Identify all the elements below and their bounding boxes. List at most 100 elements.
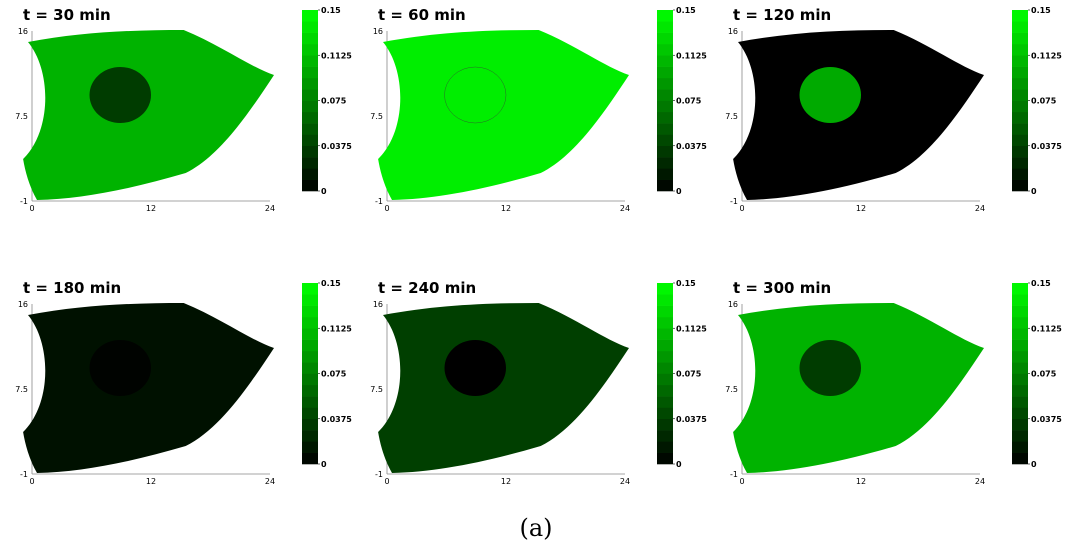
- inclusion-region: [799, 340, 861, 396]
- x-tick-label: 12: [146, 204, 156, 213]
- colorbar-segment: [657, 179, 673, 192]
- colorbar-segment: [302, 339, 318, 352]
- y-tick-label: 7.5: [370, 385, 383, 394]
- inclusion-region: [89, 340, 151, 396]
- panel-4: t = 180 min 0 12 24 16 7.5 -1 0.15 0.1125 0.075 0.…: [15, 279, 352, 486]
- colorbar-segment: [302, 32, 318, 45]
- colorbar-segment: [1012, 441, 1028, 453]
- x-tick-label: 0: [384, 477, 389, 486]
- colorbar-segment: [657, 373, 673, 386]
- colorbar-tick-label: 0.1125: [676, 51, 707, 60]
- colorbar-tick-label: 0.0375: [676, 142, 707, 151]
- colorbar-segment: [657, 123, 673, 135]
- domain-region: [23, 303, 274, 473]
- colorbar-segment: [302, 373, 318, 386]
- colorbar-segment: [657, 316, 673, 329]
- colorbar-tick-label: 0.075: [1031, 97, 1057, 106]
- colorbar-tick-label: 0.15: [1031, 6, 1051, 15]
- colorbar-segment: [657, 339, 673, 352]
- colorbar-segment: [1012, 111, 1028, 124]
- y-tick-label: 16: [728, 27, 738, 36]
- colorbar-segment: [657, 305, 673, 318]
- colorbar-tick-label: 0.1125: [321, 324, 352, 333]
- y-tick-label: 16: [728, 300, 738, 309]
- colorbar-tick-label: 0: [1031, 460, 1037, 469]
- colorbar-segment: [302, 316, 318, 329]
- colorbar-segment: [657, 145, 673, 158]
- x-tick-label: 12: [856, 477, 866, 486]
- colorbar-segment: [1012, 89, 1028, 101]
- colorbar-segment: [1012, 66, 1028, 79]
- colorbar-segment: [1012, 373, 1028, 386]
- x-tick-label: 24: [975, 477, 985, 486]
- x-tick-label: 24: [265, 477, 275, 486]
- colorbar-segment: [302, 10, 318, 22]
- colorbar-segment: [1012, 43, 1028, 56]
- colorbar-tick-label: 0.15: [676, 6, 696, 15]
- colorbar-segment: [302, 157, 318, 169]
- colorbar-segment: [657, 168, 673, 180]
- colorbar-segment: [302, 283, 318, 295]
- colorbar-tick-label: 0: [321, 187, 327, 196]
- x-tick-label: 24: [265, 204, 275, 213]
- panel-title: t = 240 min: [378, 279, 476, 297]
- colorbar-segment: [1012, 407, 1028, 420]
- y-tick-label: -1: [730, 470, 738, 479]
- colorbar-segment: [302, 328, 318, 340]
- colorbar-segment: [1012, 10, 1028, 22]
- y-tick-label: 7.5: [725, 385, 738, 394]
- domain-region: [378, 30, 629, 200]
- colorbar-segment: [302, 294, 318, 306]
- domain-region: [733, 30, 984, 200]
- colorbar-segment: [1012, 384, 1028, 397]
- colorbar-segment: [1012, 134, 1028, 147]
- colorbar-segment: [302, 100, 318, 113]
- colorbar-segment: [657, 396, 673, 408]
- colorbar-segment: [657, 157, 673, 169]
- colorbar-segment: [302, 407, 318, 420]
- colorbar-tick-label: 0.1125: [1031, 324, 1062, 333]
- x-tick-label: 24: [975, 204, 985, 213]
- colorbar-segment: [302, 66, 318, 79]
- colorbar-tick-label: 0.0375: [1031, 142, 1062, 151]
- colorbar-segment: [657, 89, 673, 101]
- colorbar-segment: [302, 418, 318, 431]
- colorbar-segment: [657, 111, 673, 124]
- inclusion-region: [89, 67, 151, 123]
- colorbar-tick-label: 0.15: [321, 6, 341, 15]
- x-tick-label: 24: [620, 204, 630, 213]
- colorbar-segment: [1012, 328, 1028, 340]
- colorbar-segment: [657, 134, 673, 147]
- y-tick-label: -1: [375, 197, 383, 206]
- colorbar-segment: [657, 384, 673, 397]
- colorbar-segment: [1012, 179, 1028, 192]
- colorbar-segment: [302, 168, 318, 180]
- y-tick-label: 7.5: [370, 112, 383, 121]
- colorbar-segment: [302, 111, 318, 124]
- x-tick-label: 0: [384, 204, 389, 213]
- y-tick-label: -1: [375, 470, 383, 479]
- colorbar-segment: [1012, 305, 1028, 318]
- y-tick-label: 16: [18, 300, 28, 309]
- panel-title: t = 60 min: [378, 6, 466, 24]
- panel-6: t = 300 min 0 12 24 16 7.5 -1 0.15 0.1125 0.075 0.…: [725, 279, 1062, 486]
- colorbar-segment: [1012, 100, 1028, 113]
- x-tick-label: 24: [620, 477, 630, 486]
- y-tick-label: 16: [373, 27, 383, 36]
- colorbar-tick-label: 0.1125: [676, 324, 707, 333]
- y-tick-label: -1: [20, 197, 28, 206]
- colorbar-segment: [1012, 339, 1028, 352]
- y-tick-label: 16: [373, 300, 383, 309]
- colorbar-segment: [302, 145, 318, 158]
- domain-region: [23, 30, 274, 200]
- colorbar-tick-label: 0.075: [1031, 370, 1057, 379]
- panel-title: t = 30 min: [23, 6, 111, 24]
- panel-title: t = 300 min: [733, 279, 831, 297]
- colorbar-segment: [1012, 350, 1028, 363]
- colorbar-tick-label: 0.15: [676, 279, 696, 288]
- colorbar-segment: [1012, 418, 1028, 431]
- x-tick-label: 12: [501, 477, 511, 486]
- colorbar-tick-label: 0.0375: [321, 142, 352, 151]
- y-tick-label: -1: [20, 470, 28, 479]
- colorbar-segment: [657, 294, 673, 306]
